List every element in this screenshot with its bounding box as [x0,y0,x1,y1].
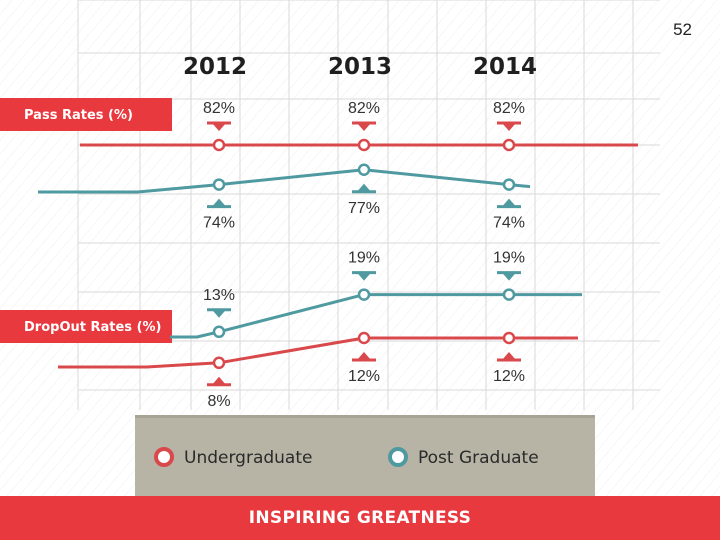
legend-label-post_graduate: Post Graduate [418,448,539,468]
panel-label-tab [0,98,172,131]
marker-arrow [502,272,516,281]
data-label: 74% [203,215,235,232]
footer-banner: INSPIRING GREATNESS [0,496,720,540]
year-label-2013: 2013 [328,54,392,80]
data-label: 12% [493,368,525,385]
data-label: 74% [493,215,525,232]
marker-arrow [357,123,371,131]
data-label: 19% [348,250,380,267]
year-label-2014: 2014 [473,54,537,80]
data-label: 82% [493,100,525,117]
data-label: 19% [493,250,525,267]
data-label: 8% [207,393,230,410]
series-post_graduate: 74% 77% 74% [38,163,531,232]
data-label: 82% [348,100,380,117]
legend: Undergraduate Post Graduate [135,415,595,496]
data-label: 12% [348,368,380,385]
legend-label-undergraduate: Undergraduate [184,448,312,468]
series-undergraduate: 82% 82% 82% [80,100,638,152]
footer-text: INSPIRING GREATNESS [248,508,472,528]
panel-label: DropOut Rates (%) [24,320,161,335]
plot-area: 2012 2013 2014 Pass Rates (%) 82% 82% 82% 74% 77… [0,54,638,410]
year-label-2012: 2012 [183,54,247,80]
legend-top-edge [135,415,595,418]
marker-arrow [502,352,516,360]
data-point [357,331,371,345]
marker-arrow [357,183,371,192]
data-point [502,178,516,191]
data-point [357,138,371,152]
marker-arrow [212,376,226,385]
data-point [212,325,226,339]
data-point [502,288,516,301]
page-number: 52 [673,20,692,39]
data-label: 77% [348,200,380,217]
series-line [58,336,578,369]
legend-panel [135,415,595,496]
series-post_graduate: 13% 19% 19% [170,250,582,339]
panel-label: Pass Rates (%) [24,108,133,123]
marker-arrow [212,309,226,318]
series-undergraduate: 8% 12% 12% [58,331,578,410]
marker-arrow [502,123,516,131]
data-point [502,138,516,152]
marker-arrow [357,352,371,360]
marker-arrow [502,198,516,207]
series-line [170,293,582,339]
data-point [357,288,371,301]
legend-marker-undergraduate [154,447,174,467]
marker-arrow [212,198,226,207]
data-label: 82% [203,100,235,117]
data-label: 13% [203,287,235,304]
legend-marker-post_graduate [388,447,408,467]
data-point [212,356,226,370]
data-point [357,163,371,176]
data-point [212,138,226,152]
marker-arrow [212,123,226,131]
panel-label-tab [0,310,172,343]
hatched-background [0,0,720,496]
marker-arrow [357,272,371,281]
data-point [502,331,516,345]
data-point [212,178,226,191]
